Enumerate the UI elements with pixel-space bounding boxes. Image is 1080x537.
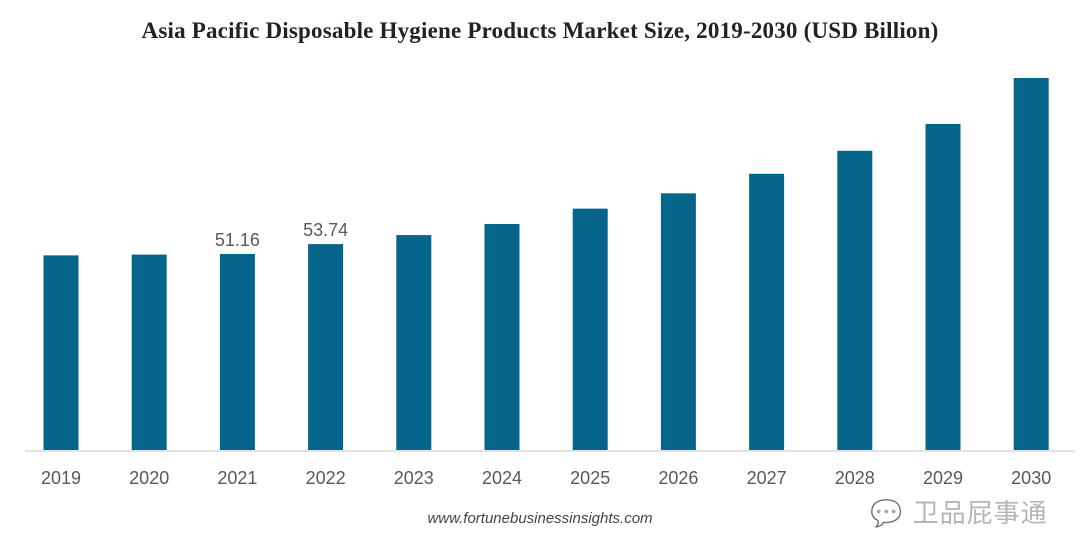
bar-2022 (308, 244, 344, 450)
x-tick-label: 2028 (835, 468, 875, 488)
chart-title: Asia Pacific Disposable Hygiene Products… (141, 18, 939, 43)
bar-2028 (837, 150, 873, 450)
bar-2019 (43, 255, 79, 450)
x-tick-label: 2022 (306, 468, 346, 488)
x-tick-label: 2025 (570, 468, 610, 488)
bar-2030 (1013, 77, 1049, 450)
bar-2027 (749, 173, 785, 451)
x-tick-label: 2029 (923, 468, 963, 488)
bar-2020 (131, 254, 167, 450)
watermark-text: 卫品屁事通 (912, 499, 1048, 529)
x-tick-label: 2021 (217, 468, 257, 488)
x-tick-label: 2024 (482, 468, 522, 488)
bar-2029 (925, 123, 961, 450)
bar-2023 (396, 235, 432, 450)
x-tick-label: 2023 (394, 468, 434, 488)
data-label: 53.74 (303, 220, 348, 240)
x-tick-label: 2026 (658, 468, 698, 488)
watermark: 💬 卫品屁事通 (870, 498, 1048, 530)
bar-2025 (572, 208, 608, 450)
x-tick-label: 2030 (1011, 468, 1051, 488)
bar-2021 (219, 254, 255, 450)
data-label: 51.16 (215, 230, 260, 250)
wechat-icon: 💬 (870, 499, 904, 529)
bar-2024 (484, 223, 520, 450)
x-tick-label: 2027 (747, 468, 787, 488)
x-tick-label: 2019 (41, 468, 81, 488)
bar-2026 (660, 193, 696, 450)
source-url[interactable]: www.fortunebusinessinsights.com (427, 510, 653, 527)
x-tick-label: 2020 (129, 468, 169, 488)
